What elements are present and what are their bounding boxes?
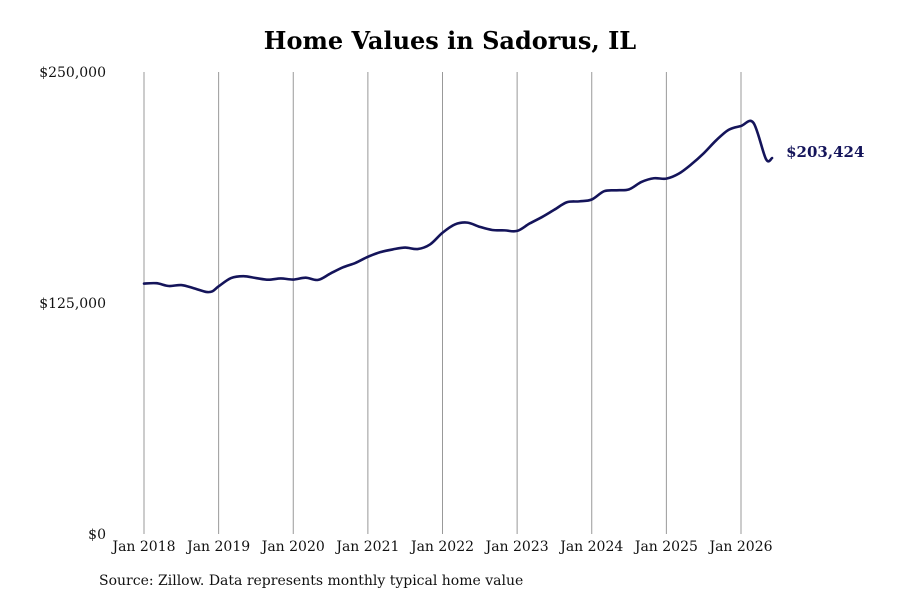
y-tick-label: $125,000 xyxy=(39,296,106,312)
x-tick-label: Jan 2025 xyxy=(633,539,698,555)
x-tick-label: Jan 2022 xyxy=(409,539,474,555)
x-tick-label: Jan 2019 xyxy=(185,539,250,555)
x-tick-label: Jan 2021 xyxy=(334,539,399,555)
vertical-gridlines xyxy=(143,72,742,534)
x-tick-label: Jan 2018 xyxy=(110,539,175,555)
y-axis-ticks: $0 $125,000 $250,000 xyxy=(39,65,106,543)
x-tick-label: Jan 2024 xyxy=(558,539,623,555)
y-tick-label: $250,000 xyxy=(39,65,106,81)
x-tick-label: Jan 2026 xyxy=(707,539,772,555)
y-tick-label: $0 xyxy=(88,527,106,543)
chart-title: Home Values in Sadorus, IL xyxy=(263,26,637,55)
source-note: Source: Zillow. Data represents monthly … xyxy=(99,573,524,589)
x-axis-ticks: Jan 2018 Jan 2019 Jan 2020 Jan 2021 Jan 2022… xyxy=(110,539,772,555)
series-line xyxy=(142,119,774,294)
x-tick-label: Jan 2020 xyxy=(260,539,325,555)
end-value-label: $203,424 xyxy=(786,143,864,161)
x-tick-label: Jan 2023 xyxy=(484,539,549,555)
